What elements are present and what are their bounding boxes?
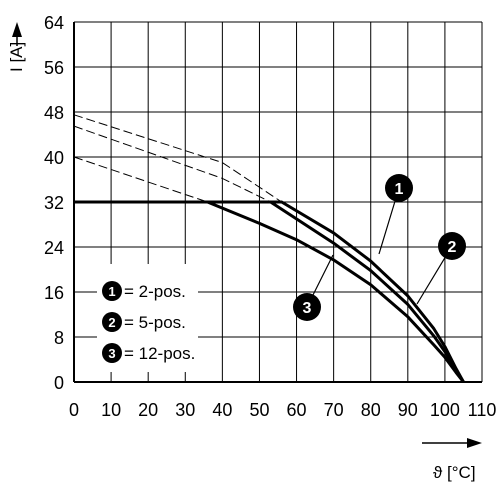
series-1-solid-line xyxy=(74,200,465,383)
callout-circle-3 xyxy=(293,293,321,321)
legend-label: = 12-pos. xyxy=(124,344,195,363)
x-tick-label: 100 xyxy=(430,400,460,420)
series-callouts: 1 2 3 xyxy=(293,174,466,321)
x-tick-label: 110 xyxy=(468,400,497,420)
x-axis-title: ϑ [°C] xyxy=(433,463,476,482)
y-tick-label: 48 xyxy=(44,103,64,123)
y-tick-label: 24 xyxy=(44,238,64,258)
legend: 1 = 2-pos. 2 = 5-pos. 3 = 12-pos. xyxy=(97,264,198,372)
y-tick-label: 56 xyxy=(44,58,64,78)
callout-number-1: 1 xyxy=(395,181,404,198)
legend-label: = 2-pos. xyxy=(124,282,186,301)
x-tick-label: 40 xyxy=(212,400,232,420)
x-tick-label: 20 xyxy=(138,400,158,420)
x-tick-label: 90 xyxy=(398,400,418,420)
legend-marker-number: 2 xyxy=(108,315,115,330)
y-tick-label: 16 xyxy=(44,283,64,303)
series-3-dashed-line xyxy=(73,156,208,203)
series-1-dashed-line xyxy=(73,114,282,203)
x-axis-title-group: ϑ [°C] xyxy=(422,438,482,482)
y-axis-title: I [A] xyxy=(7,42,26,72)
tick-labels: 0 10 20 30 40 50 60 70 80 90 100 110081624324048566… xyxy=(44,13,496,420)
callout-number-3: 3 xyxy=(303,300,312,317)
y-tick-label: 64 xyxy=(44,13,64,33)
series-3-solid-line xyxy=(74,200,465,383)
y-axis-title-group: I [A] xyxy=(7,22,26,72)
legend-marker-number: 1 xyxy=(108,284,115,299)
legend-marker-1 xyxy=(102,281,122,301)
y-tick-label: 0 xyxy=(54,373,64,393)
x-tick-label: 30 xyxy=(175,400,195,420)
x-tick-label: 70 xyxy=(324,400,344,420)
x-tick-label: 10 xyxy=(101,400,121,420)
y-tick-label: 32 xyxy=(44,193,64,213)
callout-circle-1 xyxy=(385,174,413,202)
x-tick-label: 50 xyxy=(249,400,269,420)
callout-circle-2 xyxy=(438,232,466,260)
legend-marker-number: 3 xyxy=(108,346,115,361)
series-2-dashed-line xyxy=(73,125,271,203)
x-axis-arrow-head xyxy=(467,438,482,448)
x-tick-label: 80 xyxy=(361,400,381,420)
y-tick-label: 8 xyxy=(54,328,64,348)
series-2-solid-line xyxy=(74,200,465,383)
grid xyxy=(73,21,483,383)
y-tick-label: 40 xyxy=(44,148,64,168)
legend-label: = 5-pos. xyxy=(124,313,186,332)
callout-number-2: 2 xyxy=(448,239,457,256)
legend-marker-3 xyxy=(102,343,122,363)
legend-marker-2 xyxy=(102,312,122,332)
y-axis-arrow-head xyxy=(12,22,22,37)
series-lines xyxy=(73,114,465,383)
x-tick-label: 60 xyxy=(287,400,307,420)
x-tick-label: 0 xyxy=(69,400,79,420)
